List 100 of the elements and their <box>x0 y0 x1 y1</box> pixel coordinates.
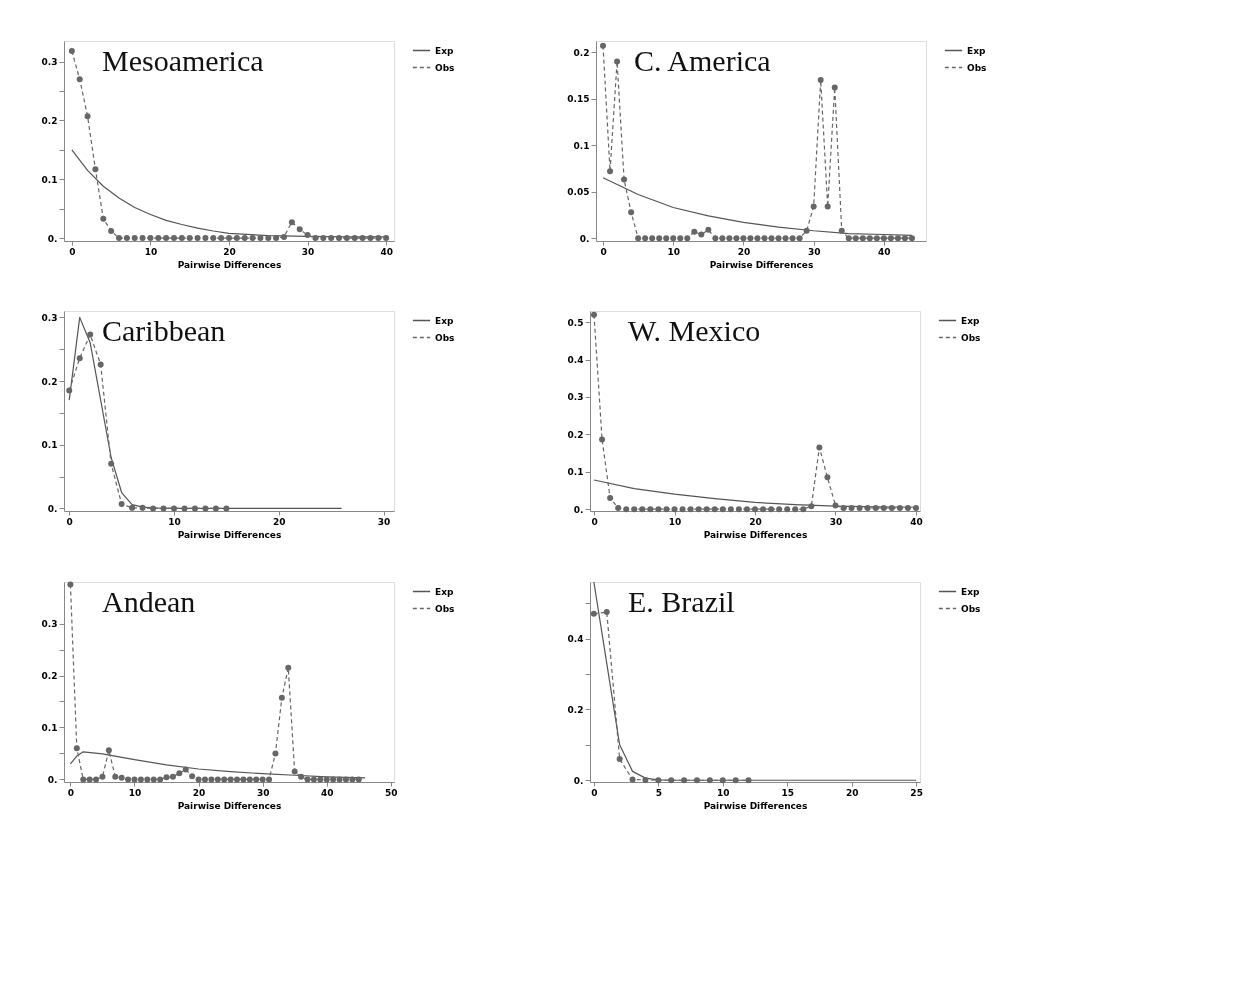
point <box>131 235 138 242</box>
point <box>195 776 202 783</box>
x-tick-label: 30 <box>829 516 843 527</box>
point <box>323 776 330 783</box>
point <box>656 235 663 242</box>
point <box>719 506 726 513</box>
point <box>92 166 99 173</box>
point <box>317 776 324 783</box>
point <box>800 506 807 513</box>
chart-title: Andean <box>102 585 196 618</box>
point <box>703 506 710 513</box>
point <box>328 235 335 242</box>
x-tick-label: 5 <box>655 787 662 798</box>
point <box>840 505 847 511</box>
point <box>712 235 719 242</box>
y-tick-label: 0.2 <box>573 47 590 58</box>
point <box>118 501 125 507</box>
point <box>754 235 761 242</box>
point <box>655 777 662 784</box>
point <box>635 235 642 242</box>
point <box>160 505 167 512</box>
y-tick-label: 0.2 <box>41 115 58 126</box>
point <box>687 506 694 513</box>
x-tick-label: 20 <box>749 516 762 527</box>
point <box>123 235 130 242</box>
point <box>76 355 83 362</box>
point <box>194 235 201 242</box>
point <box>649 235 656 242</box>
point <box>719 777 726 784</box>
chart-title: C. America <box>634 44 771 77</box>
point <box>824 474 831 481</box>
point <box>359 235 366 242</box>
point <box>677 235 684 242</box>
point <box>607 494 614 501</box>
x-tick-label: 40 <box>878 246 891 257</box>
point <box>202 235 209 242</box>
x-tick-label: 0 <box>591 787 598 798</box>
point <box>792 506 799 513</box>
point <box>320 235 327 242</box>
point <box>817 77 824 84</box>
point <box>908 235 915 242</box>
point <box>349 776 356 783</box>
point <box>383 235 390 242</box>
point <box>760 506 767 513</box>
point <box>202 505 209 512</box>
point <box>901 235 908 242</box>
point <box>182 766 189 773</box>
point <box>768 506 775 513</box>
point <box>144 776 151 783</box>
point <box>670 235 677 242</box>
point <box>226 235 232 242</box>
point <box>761 235 768 242</box>
point <box>191 505 198 512</box>
x-tick-label: 15 <box>781 787 794 798</box>
point <box>832 502 839 509</box>
point <box>727 506 734 513</box>
x-tick-label: 20 <box>845 787 859 798</box>
point <box>112 773 119 780</box>
point <box>241 235 248 242</box>
point <box>150 505 157 512</box>
point <box>603 609 610 616</box>
point <box>752 506 758 513</box>
point <box>221 776 228 783</box>
point <box>600 42 607 49</box>
x-tick-label: 20 <box>223 246 236 257</box>
y-tick-label: 0.2 <box>41 671 58 682</box>
point <box>784 506 791 513</box>
point <box>663 235 670 242</box>
point <box>663 506 670 513</box>
point <box>342 776 349 783</box>
point <box>631 506 638 513</box>
point <box>866 235 873 242</box>
y-tick-label: 0.1 <box>41 440 58 451</box>
point <box>873 235 880 242</box>
point <box>163 235 170 242</box>
x-tick-label: 30 <box>301 246 315 257</box>
point <box>100 215 107 222</box>
point <box>343 235 350 242</box>
y-tick-label: 0.4 <box>567 634 584 645</box>
point <box>768 235 775 242</box>
point <box>147 235 154 242</box>
x-tick-label: 0 <box>67 787 75 798</box>
point <box>298 773 305 780</box>
point <box>137 776 144 783</box>
point <box>97 361 104 368</box>
point <box>639 506 646 513</box>
point <box>616 756 623 762</box>
y-tick-label: 0.1 <box>567 467 584 478</box>
point <box>189 773 196 780</box>
point <box>375 235 382 242</box>
point <box>108 228 115 234</box>
x-tick-label: 30 <box>807 246 821 257</box>
point <box>796 235 803 242</box>
point <box>169 773 176 780</box>
point <box>281 233 287 240</box>
point <box>163 774 170 781</box>
point <box>705 226 712 233</box>
y-tick-label: 0.1 <box>573 140 590 151</box>
point <box>782 235 789 242</box>
point <box>288 219 295 226</box>
